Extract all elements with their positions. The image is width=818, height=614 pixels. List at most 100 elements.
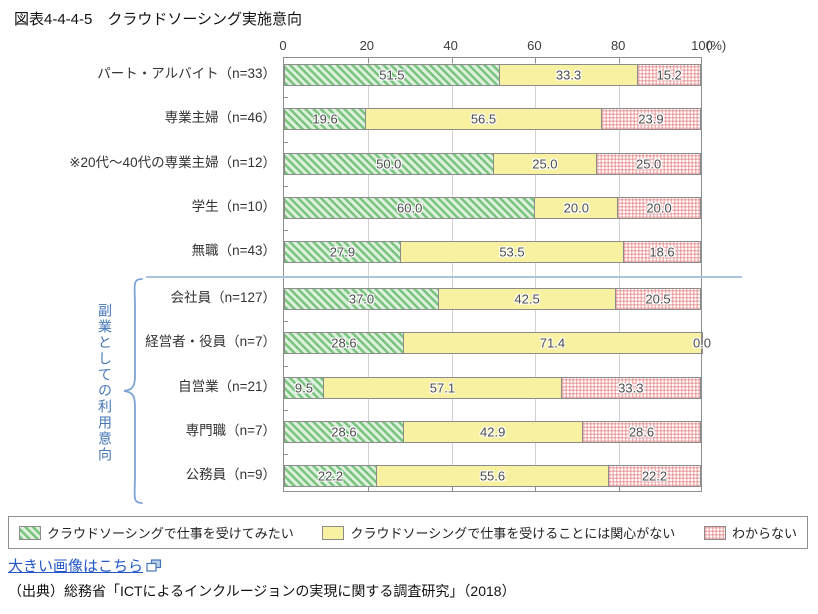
group-separator-line — [146, 276, 742, 278]
value-label: 20.0 — [646, 200, 672, 216]
axis-tick-label: 0 — [279, 38, 287, 53]
value-label: 71.4 — [539, 335, 566, 351]
bar-row: 37.0 42.5 20.5 — [284, 288, 701, 310]
category-label: 公務員（n=9） — [185, 467, 276, 483]
value-label: 42.5 — [514, 291, 540, 307]
chart-plot-area: 51.5 33.3 15.2 19.6 56.5 23.9 50.0 25.0 25.0 60.0… — [283, 57, 711, 492]
value-label: 56.5 — [470, 111, 497, 127]
value-label: 53.5 — [499, 244, 525, 260]
axis-tick-label: 40 — [443, 38, 458, 53]
axis-tick-label: 80 — [610, 38, 626, 53]
value-label: 28.6 — [628, 424, 655, 440]
bar-segment-yellow-solid: 55.6 — [376, 465, 609, 488]
value-label: 23.9 — [638, 111, 664, 127]
bar-segment-yellow-solid: 57.1 — [322, 376, 563, 399]
category-label: 自営業（n=21） — [178, 378, 276, 394]
bar-segment-green-hatch: 60.0 — [284, 196, 536, 219]
source-citation: （出典）総務省「ICTによるインクルージョンの実現に関する調査研究」（2018） — [8, 583, 516, 599]
value-label: 60.0 — [397, 200, 423, 216]
bar-segment-yellow-solid: 42.5 — [438, 288, 617, 310]
gridline — [535, 58, 537, 491]
bar-segment-red-dots: 20.0 — [617, 196, 701, 219]
value-label: 55.6 — [479, 468, 506, 484]
legend-swatch-yellow-solid — [322, 525, 345, 540]
value-label: 33.3 — [555, 67, 582, 83]
bar-segment-yellow-solid: 56.5 — [365, 108, 602, 131]
axis-tick — [451, 486, 453, 491]
category-label: 無職（n=43） — [191, 243, 276, 259]
bar-segment-yellow-solid: 53.5 — [399, 241, 625, 264]
value-label: 50.0 — [376, 156, 402, 172]
category-label: パート・アルバイト（n=33） — [97, 66, 276, 81]
bar-row: 9.5 57.1 33.3 — [284, 376, 701, 399]
axis-tick — [535, 58, 537, 63]
bar-row: 19.6 56.5 23.9 — [284, 108, 701, 131]
axis-tick — [451, 58, 453, 63]
bar-segment-green-hatch: 27.9 — [284, 241, 401, 264]
value-label: 22.2 — [317, 468, 344, 484]
bar-segment-green-hatch: 37.0 — [284, 288, 440, 310]
value-label: 25.0 — [635, 156, 662, 172]
big-image-link-label: 大きい画像はこちら — [8, 558, 144, 575]
category-boundary-tick — [284, 321, 288, 323]
value-label: 28.6 — [331, 424, 357, 440]
category-boundary-tick — [284, 454, 288, 456]
category-boundary-tick — [284, 141, 288, 143]
bar-segment-red-dots: 15.2 — [637, 64, 701, 86]
value-label: 18.6 — [649, 244, 675, 260]
category-boundary-tick — [284, 185, 288, 187]
bar-segment-green-hatch: 28.6 — [284, 332, 404, 355]
axis-tick — [367, 58, 369, 63]
bar-segment-red-dots: 33.3 — [561, 376, 701, 399]
value-label: 42.9 — [480, 424, 506, 440]
category-label: 専門職（n=7） — [185, 422, 276, 438]
open-new-window-icon — [146, 558, 162, 572]
axis-tick — [367, 486, 369, 491]
value-label: 25.0 — [532, 156, 558, 172]
gridline — [367, 58, 369, 491]
category-label: 会社員（n=127） — [170, 290, 276, 305]
category-boundary-tick — [284, 97, 288, 99]
bar-segment-red-dots: 28.6 — [581, 420, 702, 443]
figure-title: 図表4-4-4-5 クラウドソーシング実施意向 — [14, 11, 303, 28]
bar-row: 27.9 53.5 18.6 — [284, 241, 701, 264]
bar-segment-yellow-solid: 42.9 — [402, 420, 583, 443]
legend-label: クラウドソーシングで仕事を受けることには関心がない — [350, 526, 676, 541]
value-label: 28.6 — [331, 335, 357, 351]
axis-tick — [619, 58, 621, 63]
category-label: 学生（n=10） — [191, 198, 276, 214]
value-label: 33.3 — [618, 380, 644, 396]
legend-box: クラウドソーシングで仕事を受けてみたい クラウドソーシングで仕事を受けることには関… — [8, 516, 808, 549]
value-label: 20.0 — [563, 200, 589, 216]
bar-segment-green-hatch: 9.5 — [284, 376, 324, 399]
bar-segment-red-dots: 25.0 — [596, 152, 701, 175]
bar-segment-red-dots: 20.5 — [615, 288, 701, 310]
bar-segment-green-hatch: 19.6 — [284, 108, 367, 131]
value-label: 51.5 — [379, 67, 405, 83]
value-label: 20.5 — [645, 291, 671, 307]
bar-row: 28.6 42.9 28.6 — [284, 420, 702, 443]
bar-row: 22.2 55.6 22.2 — [284, 465, 701, 488]
group-brace — [123, 278, 143, 504]
category-boundary-tick — [284, 409, 288, 411]
legend-label: クラウドソーシングで仕事を受けてみたい — [47, 526, 294, 541]
bar-segment-yellow-solid: 25.0 — [492, 152, 598, 175]
value-label: 15.2 — [656, 67, 682, 83]
category-boundary-tick — [284, 230, 288, 232]
bar-segment-red-dots: 0.0 — [693, 332, 711, 355]
legend-swatch-green-hatch — [19, 525, 41, 540]
axis-unit-label: (%) — [706, 38, 727, 53]
value-label: 9.5 — [294, 380, 313, 396]
axis-tick-label: 100 — [691, 38, 713, 53]
bar-segment-green-hatch: 50.0 — [284, 152, 494, 175]
big-image-link[interactable]: 大きい画像はこちら — [8, 555, 162, 576]
bar-segment-red-dots: 22.2 — [607, 465, 701, 488]
category-boundary-tick — [284, 365, 288, 367]
bar-segment-green-hatch: 22.2 — [284, 465, 378, 488]
legend-swatch-red-dots — [703, 525, 726, 540]
legend-item: クラウドソーシングで仕事を受けてみたい — [19, 523, 294, 542]
bar-row: 60.0 20.0 20.0 — [284, 196, 701, 219]
gridline — [619, 58, 621, 491]
value-label: 22.2 — [641, 468, 668, 484]
